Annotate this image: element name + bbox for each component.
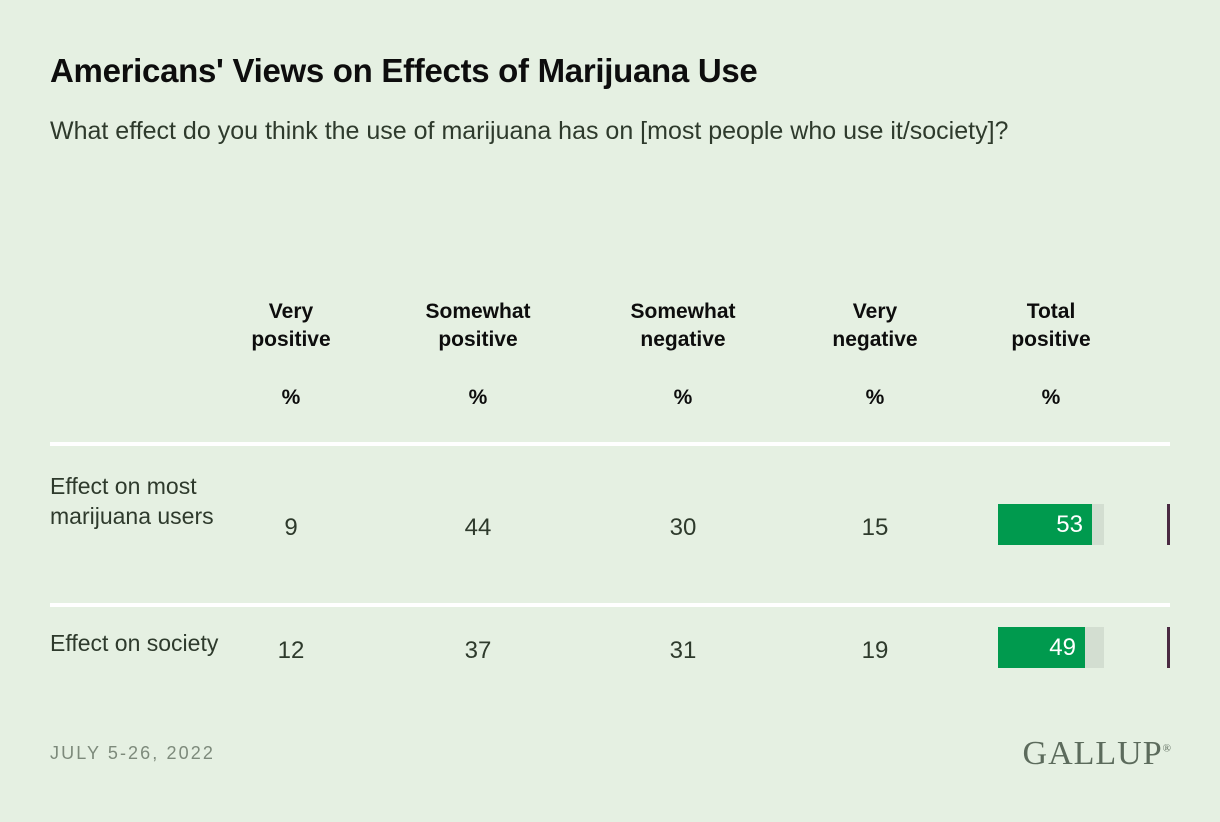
column-header-unit: %: [1041, 386, 1061, 410]
column-header-line1: Somewhat: [630, 300, 736, 323]
cell-somewhat-positive: 44: [464, 514, 492, 541]
chart-subtitle: What effect do you think the use of mari…: [50, 116, 1009, 145]
axis-tick-marker: [1167, 504, 1170, 545]
total-positive-bar-track: 53: [998, 504, 1104, 545]
column-header-total-positive: Total positive %: [956, 298, 1146, 412]
cell-very-negative: 19: [861, 637, 889, 664]
column-header-line2: positive: [251, 328, 331, 352]
row-divider: [50, 603, 1170, 607]
axis-tick-marker: [1167, 627, 1170, 668]
column-header-line1: Total: [1026, 300, 1076, 323]
table-row: Effect on society 12 37 31 19 49: [50, 623, 1170, 713]
column-header-unit: %: [281, 386, 301, 410]
column-header-line1: Very: [852, 300, 898, 323]
cell-total-positive: 49: [1049, 634, 1076, 661]
table-row: Effect on most marijuana users 9 44 30 1…: [50, 466, 1170, 606]
cell-very-positive: 9: [284, 514, 298, 541]
gallup-wordmark: GALLUP: [1022, 735, 1163, 772]
data-table: Very positive % Somewhat positive % Some…: [50, 298, 1170, 668]
survey-date: JULY 5-26, 2022: [50, 743, 215, 763]
total-positive-bar-fill: 49: [998, 627, 1085, 668]
column-header-unit: %: [673, 386, 693, 410]
cell-somewhat-negative: 30: [669, 514, 697, 541]
chart-header: Americans' Views on Effects of Marijuana…: [50, 52, 1170, 151]
column-header-somewhat-positive: Somewhat positive %: [383, 298, 573, 412]
column-header-very-positive: Very positive %: [196, 298, 386, 412]
cell-very-positive: 12: [277, 637, 305, 664]
page-title: Americans' Views on Effects of Marijuana…: [50, 52, 758, 89]
column-header-line2: negative: [832, 328, 918, 352]
column-header-line1: Very: [268, 300, 314, 323]
total-positive-bar-fill: 53: [998, 504, 1092, 545]
column-header-unit: %: [468, 386, 488, 410]
row-divider: [50, 442, 1170, 446]
table-header-row: Very positive % Somewhat positive % Some…: [50, 298, 1170, 442]
column-header-unit: %: [865, 386, 885, 410]
column-header-somewhat-negative: Somewhat negative %: [588, 298, 778, 412]
cell-very-negative: 15: [861, 514, 889, 541]
row-label: Effect on most marijuana users: [50, 473, 214, 529]
gallup-logo: GALLUP®: [1023, 735, 1172, 773]
registered-trademark-icon: ®: [1162, 742, 1172, 755]
column-header-very-negative: Very negative %: [780, 298, 970, 412]
cell-somewhat-positive: 37: [464, 637, 492, 664]
column-header-line2: positive: [1011, 328, 1091, 352]
row-label: Effect on society: [50, 630, 219, 656]
cell-total-positive: 53: [1056, 511, 1083, 538]
column-header-line2: negative: [640, 328, 726, 352]
column-header-line2: positive: [438, 328, 518, 352]
cell-somewhat-negative: 31: [669, 637, 697, 664]
total-positive-bar-track: 49: [998, 627, 1104, 668]
column-header-line1: Somewhat: [425, 300, 531, 323]
